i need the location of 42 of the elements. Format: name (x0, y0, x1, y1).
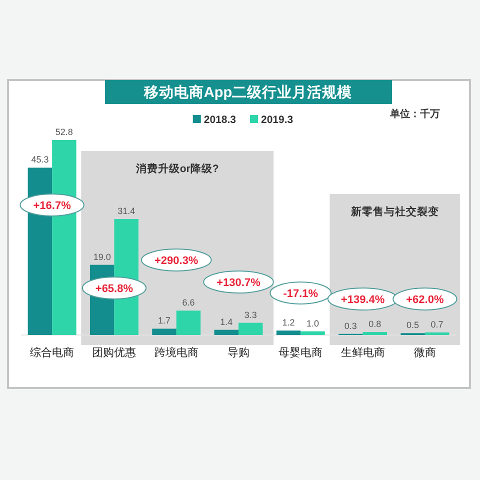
annotation: +16.7% (33, 200, 72, 212)
x-tick-label: 综合电商 (30, 346, 74, 359)
chart-title: 移动电商App二级行业月活规模 (142, 83, 352, 101)
data-label: 0.3 (344, 320, 357, 331)
x-tick-label: 微商 (414, 346, 436, 359)
annotation: +62.0% (406, 294, 444, 306)
annotation: +290.3% (154, 255, 198, 267)
text: 单位：千万 (389, 108, 440, 120)
x-tick-label: 导购 (228, 347, 250, 359)
data-label: 1.2 (282, 318, 295, 328)
data-label: 45.3 (31, 154, 49, 165)
x-tick-label: 跨境电商 (154, 346, 198, 359)
data-label: 6.6 (182, 298, 195, 308)
annotation: -17.1% (283, 288, 318, 300)
data-label: 0.8 (368, 319, 382, 330)
annotation: +139.4% (340, 294, 385, 306)
data-label: 19.0 (93, 252, 111, 262)
data-label: 1.7 (158, 316, 170, 326)
legend-label: 2019.3 (261, 114, 294, 126)
bar (300, 331, 325, 335)
bar (238, 322, 263, 335)
data-label: 1.0 (306, 318, 320, 328)
bar (362, 332, 388, 335)
bar (152, 328, 176, 335)
band-label: 新零售与社交裂变 (350, 205, 439, 218)
data-label: 3.3 (244, 310, 257, 320)
annotation: +65.8% (95, 283, 134, 295)
legend-label: 2018.3 (204, 114, 236, 126)
data-label: 31.4 (118, 206, 136, 216)
bar (424, 332, 450, 335)
data-label: 1.4 (220, 316, 233, 327)
x-tick-label: 团购优惠 (92, 346, 136, 359)
annotation: +130.7% (216, 277, 261, 289)
data-label: 0.7 (430, 319, 444, 330)
data-label: 52.8 (55, 127, 73, 137)
x-tick-label: 生鲜电商 (340, 346, 385, 359)
bar (214, 330, 238, 335)
x-tick-label: 母婴电商 (278, 346, 323, 359)
band-label: 消费升级or降级? (134, 162, 219, 175)
data-label: 0.5 (406, 320, 420, 330)
bar (276, 330, 301, 335)
bar (176, 310, 201, 335)
